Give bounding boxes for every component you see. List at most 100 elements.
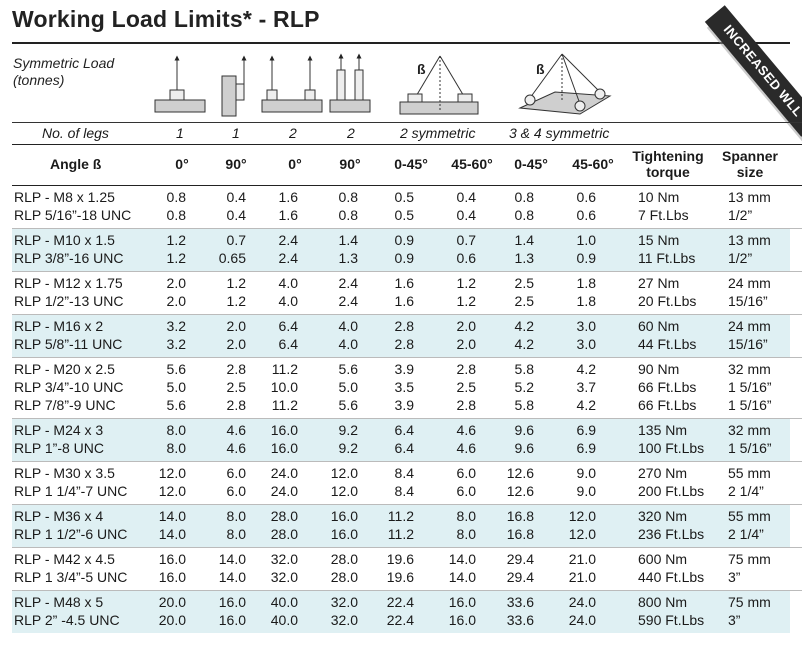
wll-value-cell: 16.8: [506, 526, 534, 542]
table-row: RLP - M12 x 1.75 2.0 1.2 4.0 2.4 1.6 1.2 2.5 1.8…: [12, 275, 790, 293]
angle-col-5: 0-45°: [394, 156, 428, 172]
wll-value-cell: 20.0: [158, 594, 186, 610]
spanner-cell: 24 mm: [728, 318, 771, 334]
wll-value-cell: 16.0: [448, 594, 476, 610]
wll-value-cell: 0.65: [218, 250, 246, 266]
table-row: RLP 3/4”-10 UNC 5.0 2.5 10.0 5.0 3.5 2.5 5.2 3.7…: [12, 379, 790, 397]
wll-value-cell: 28.0: [330, 569, 358, 585]
wll-value-cell: 14.0: [448, 551, 476, 567]
wll-value-cell: 2.8: [456, 361, 476, 377]
wll-value-cell: 32.0: [330, 612, 358, 628]
wll-value-cell: 9.6: [514, 422, 534, 438]
wll-value-cell: 11.2: [271, 361, 298, 377]
wll-value-cell: 4.0: [338, 336, 358, 352]
spanner-cell: 3”: [728, 612, 741, 628]
wll-value-cell: 8.0: [226, 508, 246, 524]
group-separator: [12, 357, 802, 358]
wll-value-cell: 14.0: [218, 569, 246, 585]
diagram-3-4-symmetric: ß: [518, 53, 612, 115]
wll-value-cell: 16.0: [270, 440, 298, 456]
wll-value-cell: 5.8: [514, 397, 534, 413]
wll-value-cell: 2.8: [226, 361, 246, 377]
wll-value-cell: 40.0: [270, 594, 298, 610]
product-name-cell: RLP 2” -4.5 UNC: [14, 612, 120, 628]
wll-value-cell: 1.4: [338, 232, 358, 248]
wll-value-cell: 2.0: [166, 293, 186, 309]
wll-value-cell: 8.0: [456, 508, 476, 524]
angle-col-6: 45-60°: [451, 156, 493, 172]
row-group: RLP - M48 x 5 20.0 16.0 40.0 32.0 22.4 16.0 33.…: [12, 591, 790, 633]
wll-value-cell: 12.0: [568, 526, 596, 542]
torque-cell: 44 Ft.Lbs: [638, 336, 697, 352]
spanner-cell: 1 5/16”: [728, 397, 772, 413]
spanner-header-1: Spanner: [721, 148, 778, 164]
torque-cell: 15 Nm: [638, 232, 680, 248]
wll-value-cell: 16.0: [330, 526, 358, 542]
row-group: RLP - M36 x 4 14.0 8.0 28.0 16.0 11.2 8.0 16.8 1…: [12, 505, 790, 547]
spanner-cell: 75 mm: [728, 551, 771, 567]
wll-value-cell: 24.0: [568, 612, 596, 628]
wll-value-cell: 24.0: [270, 465, 298, 481]
spanner-cell: 1/2”: [728, 207, 753, 223]
legs-label: No. of legs: [42, 125, 109, 141]
wll-value-cell: 4.6: [226, 422, 246, 438]
wll-value-cell: 12.0: [568, 508, 596, 524]
wll-value-cell: 3.7: [576, 379, 596, 395]
wll-value-cell: 12.0: [330, 465, 358, 481]
spanner-cell: 3”: [728, 569, 741, 585]
wll-value-cell: 6.0: [226, 483, 246, 499]
legs-col-4: 2: [347, 125, 355, 141]
product-name-cell: RLP 1”-8 UNC: [14, 440, 104, 456]
wll-value-cell: 14.0: [158, 526, 186, 542]
wll-value-cell: 28.0: [270, 508, 298, 524]
wll-value-cell: 0.8: [514, 189, 534, 205]
wll-value-cell: 12.6: [506, 465, 534, 481]
wll-value-cell: 33.6: [506, 594, 534, 610]
wll-value-cell: 21.0: [568, 551, 596, 567]
product-name-cell: RLP 1 1/4”-7 UNC: [14, 483, 128, 499]
wll-value-cell: 0.4: [456, 189, 476, 205]
product-name-cell: RLP - M48 x 5: [14, 594, 104, 610]
wll-value-cell: 0.8: [338, 207, 358, 223]
table-row: RLP 1 3/4”-5 UNC 16.0 14.0 32.0 28.0 19.6 14.0…: [12, 569, 790, 587]
wll-value-cell: 3.5: [394, 379, 414, 395]
group-separator: [12, 590, 802, 591]
product-name-cell: RLP - M12 x 1.75: [14, 275, 123, 291]
wll-value-cell: 1.6: [394, 275, 414, 291]
wll-value-cell: 0.6: [456, 250, 476, 266]
symmetric-load-label: Symmetric Load (tonnes): [13, 55, 163, 89]
table-row: RLP 3/8”-16 UNC 1.2 0.65 2.4 1.3 0.9 0.6 1.3 0.9…: [12, 250, 790, 268]
wll-value-cell: 4.2: [576, 361, 596, 377]
row-group: RLP - M24 x 3 8.0 4.6 16.0 9.2 6.4 4.6 9.6 6.9 13…: [12, 419, 790, 461]
legs-col-5: 2 symmetric: [400, 125, 476, 141]
legs-col-6: 3 & 4 symmetric: [509, 125, 610, 141]
table-row: RLP - M36 x 4 14.0 8.0 28.0 16.0 11.2 8.0 16.8 1…: [12, 508, 790, 526]
wll-value-cell: 0.5: [394, 189, 414, 205]
table-row: RLP 1 1/4”-7 UNC 12.0 6.0 24.0 12.0 8.4 6.0 12.…: [12, 483, 790, 501]
group-separator: [12, 228, 802, 229]
wll-value-cell: 1.2: [456, 293, 476, 309]
wll-value-cell: 6.0: [226, 465, 246, 481]
wll-value-cell: 16.0: [158, 551, 186, 567]
wll-value-cell: 24.0: [568, 594, 596, 610]
table-row: RLP - M48 x 5 20.0 16.0 40.0 32.0 22.4 16.0 33.…: [12, 594, 790, 612]
symmetric-load-line-1: Symmetric Load: [13, 55, 115, 71]
wll-value-cell: 1.2: [226, 293, 246, 309]
wll-value-cell: 0.7: [456, 232, 476, 248]
wll-value-cell: 0.6: [576, 207, 596, 223]
wll-value-cell: 1.6: [394, 293, 414, 309]
wll-value-cell: 6.9: [576, 422, 596, 438]
wll-value-cell: 8.0: [166, 440, 186, 456]
angle-col-4: 90°: [339, 156, 361, 172]
product-name-cell: RLP 1/2”-13 UNC: [14, 293, 124, 309]
torque-cell: 90 Nm: [638, 361, 680, 377]
wll-value-cell: 21.0: [568, 569, 596, 585]
product-name-cell: RLP - M20 x 2.5: [14, 361, 115, 377]
wll-value-cell: 4.2: [576, 397, 596, 413]
wll-value-cell: 32.0: [270, 569, 298, 585]
spanner-cell: 32 mm: [728, 361, 771, 377]
torque-cell: 20 Ft.Lbs: [638, 293, 697, 309]
group-separator: [12, 271, 802, 272]
table-row: RLP - M24 x 3 8.0 4.6 16.0 9.2 6.4 4.6 9.6 6.9 13…: [12, 422, 790, 440]
wll-value-cell: 12.6: [506, 483, 534, 499]
